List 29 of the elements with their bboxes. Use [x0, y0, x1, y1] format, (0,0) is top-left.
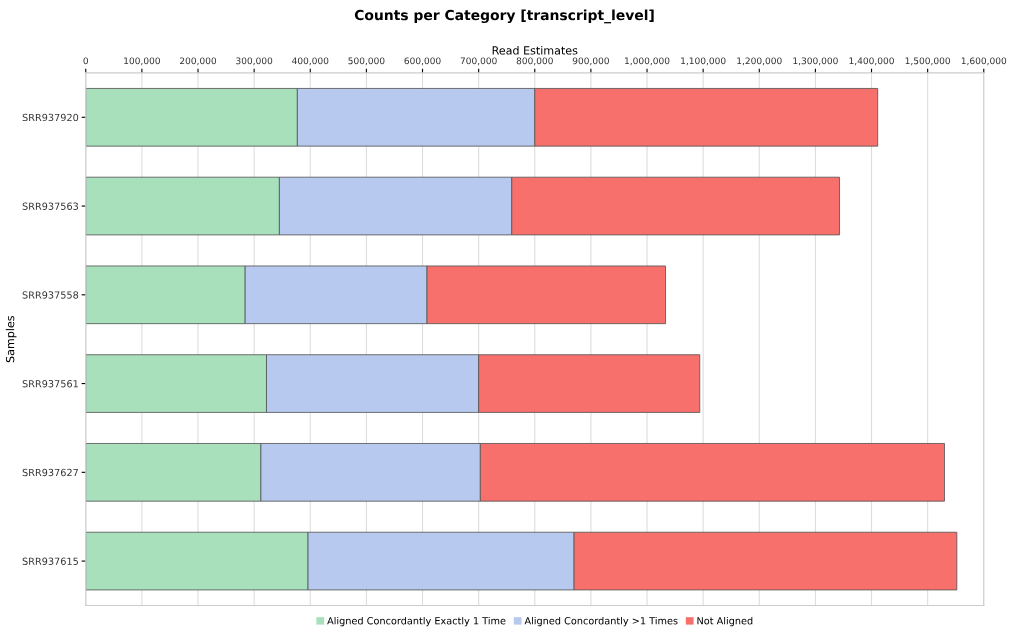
x-tick-label: 0 [83, 57, 89, 65]
x-tick-label: 1,200,000 [737, 57, 782, 66]
x-tick-label: 800,000 [516, 57, 553, 66]
x-tick-label: 1,100,000 [681, 57, 726, 66]
legend-label: Not Aligned [697, 616, 753, 627]
chart-title: Counts per Category [transcript_level] [354, 9, 654, 24]
y-tick-label: SRR937558 [22, 291, 79, 299]
y-tick-label: SRR937627 [22, 468, 78, 477]
x-tick-label: 1,500,000 [905, 57, 951, 66]
x-tick-label: 1,000,000 [625, 57, 670, 66]
x-tick-label: 700,000 [460, 57, 497, 66]
x-tick-label: 400,000 [292, 57, 329, 66]
x-tick-label: 600,000 [404, 57, 441, 66]
legend-label: Aligned Concordantly >1 Times [524, 616, 678, 627]
x-tick-label: 1,300,000 [793, 57, 838, 66]
legend-label: Aligned Concordantly Exactly 1 Time [327, 616, 506, 627]
y-axis-title: Samples [5, 316, 17, 363]
x-tick-label: 100,000 [124, 57, 160, 66]
y-tick-label: SRR937563 [22, 202, 79, 210]
x-axis-title: Read Estimates [492, 46, 578, 55]
x-tick-label: 900,000 [572, 57, 609, 66]
x-tick-label: 200,000 [180, 57, 217, 66]
y-tick-label: SRR937920 [22, 113, 79, 122]
y-tick-label: SRR937561 [22, 380, 78, 388]
x-tick-label: 1,600,000 [961, 57, 1007, 66]
x-tick-label: 300,000 [236, 57, 273, 66]
y-tick-label: SRR937615 [22, 557, 78, 565]
x-tick-label: 1,400,000 [849, 57, 894, 66]
x-tick-label: 500,000 [348, 57, 385, 66]
